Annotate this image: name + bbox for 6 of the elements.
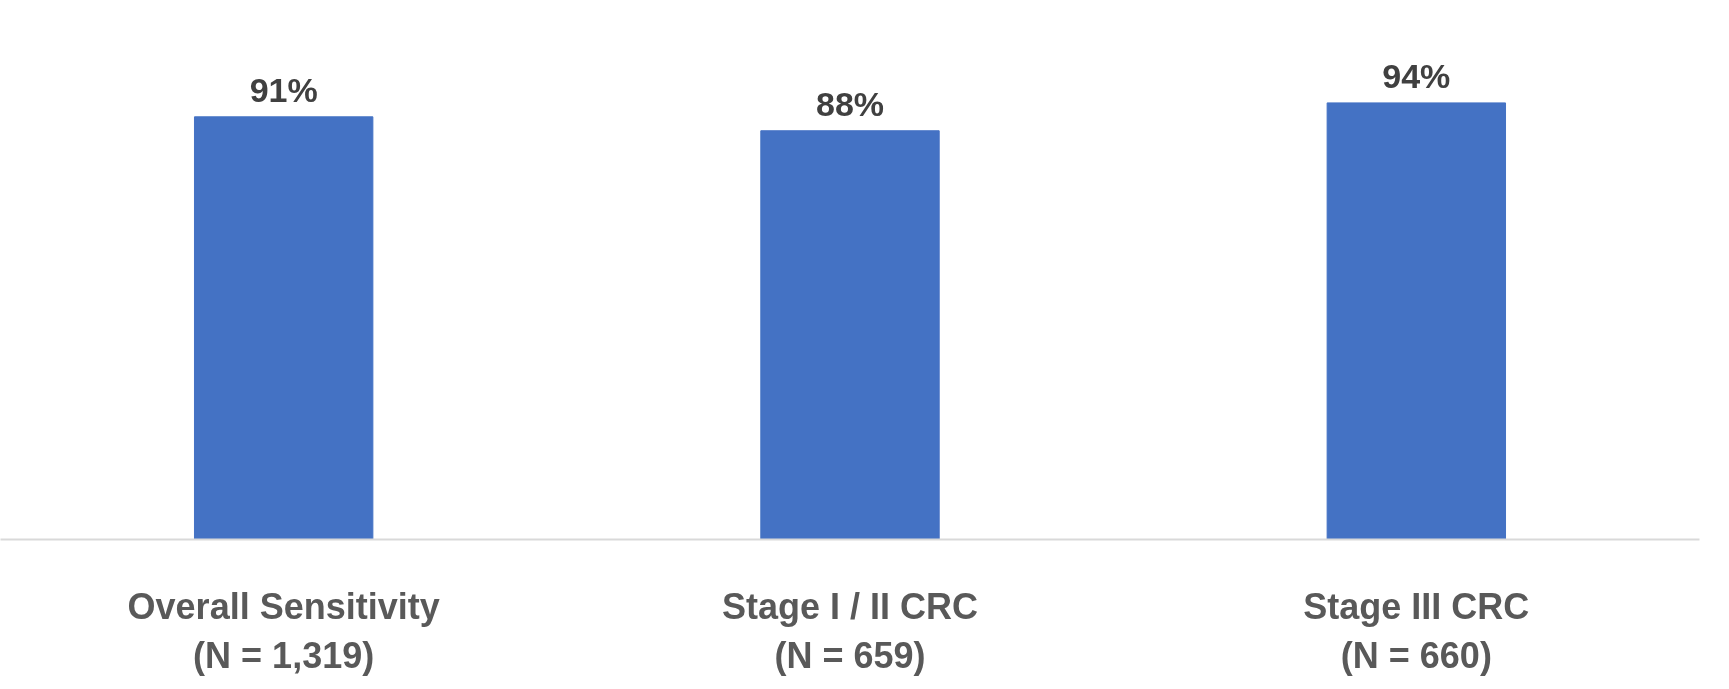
- data-label: 88%: [815, 84, 885, 123]
- data-label: 94%: [1382, 56, 1451, 95]
- x-tick-label: Stage I / II CRC (N = 659): [721, 585, 979, 676]
- data-label: 91%: [249, 70, 318, 109]
- x-tick-label: Stage III CRC (N = 660): [1303, 585, 1530, 676]
- x-tick-label: Overall Sensitivity (N = 1,319): [127, 585, 440, 676]
